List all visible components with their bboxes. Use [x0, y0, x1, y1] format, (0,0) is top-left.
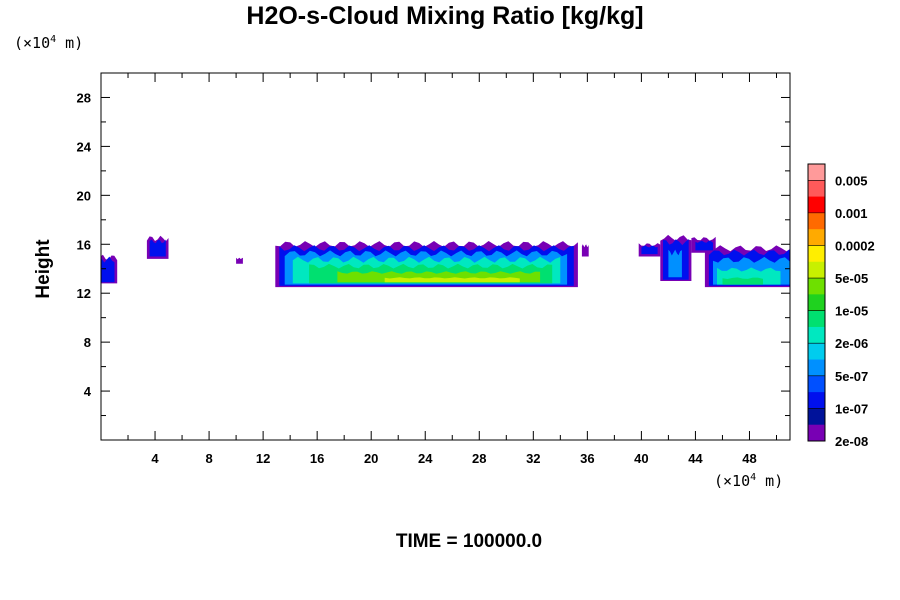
cloud-region-l1-0: [101, 256, 115, 283]
cloud-region-l0-4: [581, 244, 589, 257]
y-tick-label-20: 20: [77, 188, 91, 203]
cloud-region-l0-2: [236, 257, 243, 264]
colorbar-swatch-13: [808, 375, 825, 393]
y-tick-label-16: 16: [77, 237, 91, 252]
x-tick-label-44: 44: [688, 451, 703, 466]
x-tick-label-48: 48: [742, 451, 756, 466]
y-tick-label-24: 24: [77, 139, 92, 154]
cloud-region-l4-1: [722, 277, 763, 285]
colorbar-label-6: 5e-07: [835, 369, 868, 384]
x-tick-label-28: 28: [472, 451, 486, 466]
colorbar-swatch-8: [808, 294, 825, 312]
cloud-field: [101, 234, 790, 288]
colorbar-swatch-9: [808, 310, 825, 328]
colorbar-swatch-10: [808, 326, 825, 344]
colorbar-swatch-14: [808, 392, 825, 409]
colorbar-label-0: 0.005: [835, 173, 868, 188]
y-unit-label: (×104 m): [14, 34, 84, 52]
x-tick-label-12: 12: [256, 451, 270, 466]
colorbar: 0.005 0.001 0.0002 5e-05 1e-05 2e-06 5e-07 1e-0…: [807, 163, 875, 449]
colorbar-label-7: 1e-07: [835, 401, 868, 416]
x-tick-label-4: 4: [151, 451, 159, 466]
colorbar-swatch-4: [808, 229, 825, 246]
colorbar-swatch-2: [808, 196, 825, 214]
colorbar-swatch-12: [808, 359, 825, 377]
x-unit-label: (×104 m): [714, 472, 784, 490]
chart-title: H2O-s-Cloud Mixing Ratio [kg/kg]: [246, 2, 644, 30]
x-tick-label-20: 20: [364, 451, 378, 466]
x-tick-label-36: 36: [580, 451, 594, 466]
colorbar-label-2: 0.0002: [835, 238, 875, 253]
colorbar-swatch-15: [808, 408, 825, 426]
x-tick-label-8: 8: [205, 451, 212, 466]
x-tick-label-32: 32: [526, 451, 540, 466]
cloud-region-l6-0: [384, 277, 520, 283]
colorbar-swatch-11: [808, 343, 825, 361]
colorbar-swatch-16: [808, 424, 825, 442]
cloud-region-l1-1: [149, 239, 166, 257]
colorbar-label-1: 0.001: [835, 206, 868, 221]
colorbar-swatch-1: [808, 180, 825, 198]
colorbar-swatch-7: [808, 278, 825, 295]
time-annotation: TIME = 100000.0: [395, 531, 543, 552]
colorbar-label-8: 2e-08: [835, 434, 868, 449]
cloud-region-l1-5: [695, 240, 713, 251]
x-tick-label-40: 40: [634, 451, 648, 466]
y-tick-label-28: 28: [77, 90, 91, 105]
colorbar-swatch-0: [808, 164, 825, 181]
y-tick-label-12: 12: [77, 286, 91, 301]
colorbar-label-5: 2e-06: [835, 336, 868, 351]
x-tick-label-24: 24: [418, 451, 433, 466]
colorbar-swatch-5: [808, 245, 825, 263]
colorbar-swatch-6: [808, 261, 825, 279]
cloud-region-l2-1: [668, 249, 682, 278]
colorbar-swatch-3: [808, 212, 825, 230]
colorbar-label-3: 5e-05: [835, 271, 868, 286]
y-tick-label-4: 4: [84, 384, 92, 399]
plot-frame: [100, 72, 791, 441]
x-tick-label-16: 16: [310, 451, 324, 466]
cloud-region-l1-3: [641, 245, 658, 255]
colorbar-label-4: 1e-05: [835, 304, 868, 319]
y-tick-label-8: 8: [84, 335, 91, 350]
